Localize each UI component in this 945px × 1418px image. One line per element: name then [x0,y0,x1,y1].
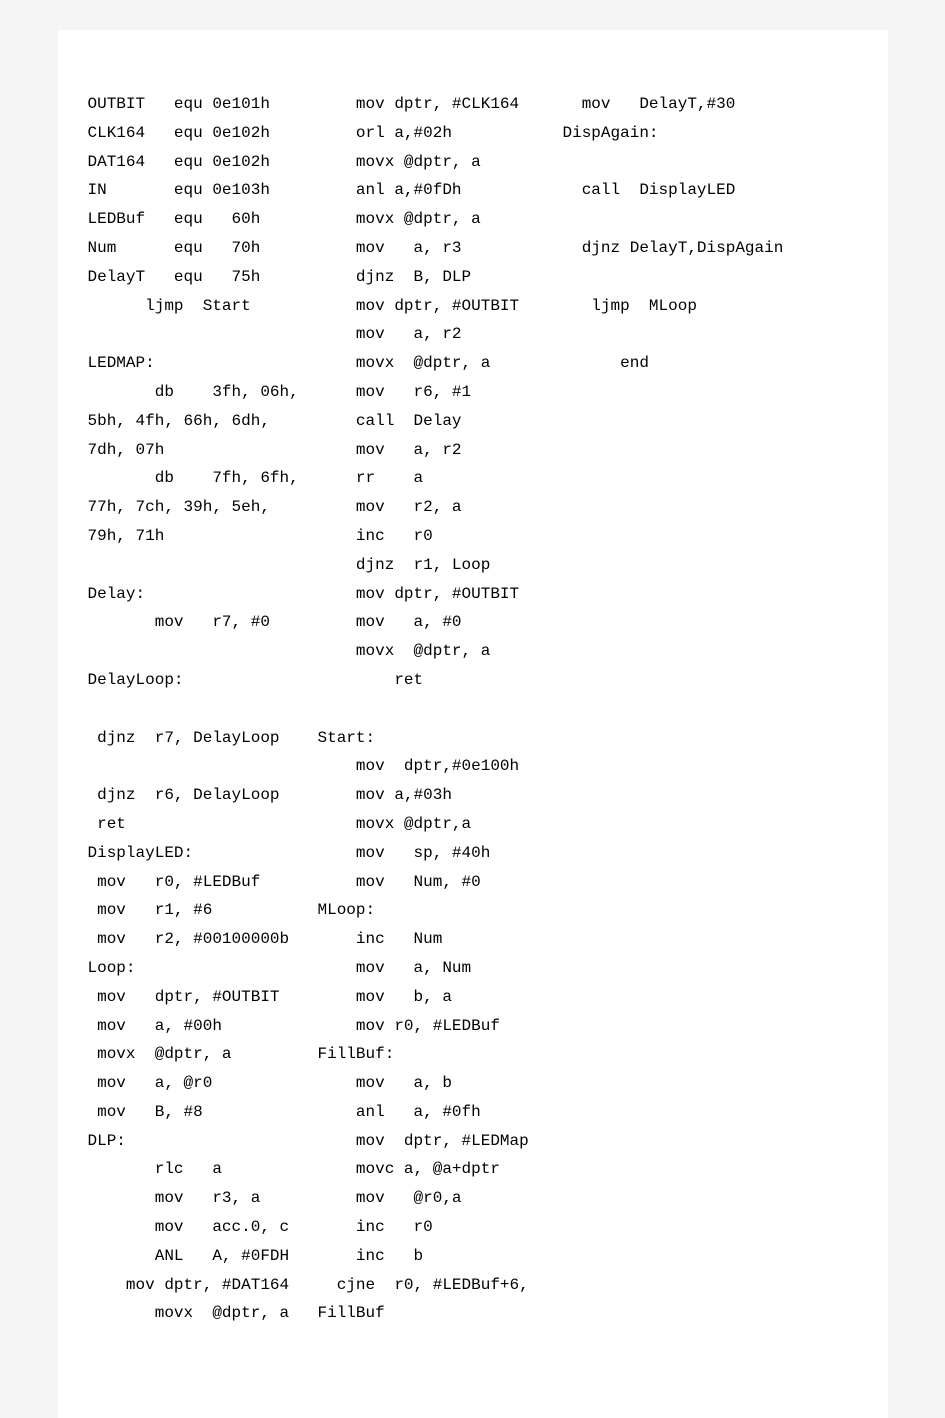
document-page: OUTBIT equ 0e101h CLK164 equ 0e102h DAT1… [58,30,888,1418]
code-column-1: OUTBIT equ 0e101h CLK164 equ 0e102h DAT1… [58,90,318,1328]
code-column-2: mov dptr, #CLK164 orl a,#02h movx @dptr,… [318,90,563,1328]
code-columns: OUTBIT equ 0e101h CLK164 equ 0e102h DAT1… [58,90,888,1328]
code-column-3: mov DelayT,#30 DispAgain: call DisplayLE… [563,90,813,1328]
